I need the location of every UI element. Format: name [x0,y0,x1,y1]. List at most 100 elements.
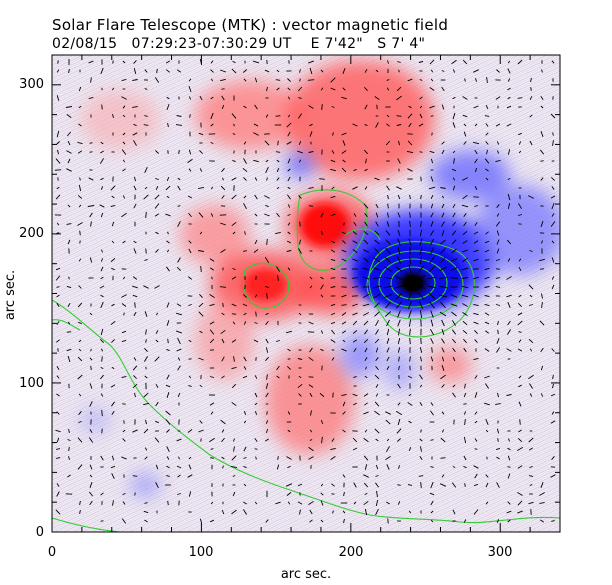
field-vector [441,319,445,327]
field-vector [176,438,182,442]
field-vector [143,510,149,514]
field-vector [154,437,160,443]
field-vector [375,438,379,442]
field-vector [166,249,170,253]
field-vector [88,177,94,181]
field-vector [209,376,215,378]
field-vector [243,465,247,469]
field-vector [133,67,137,75]
field-vector [484,295,490,297]
field-vector [463,338,467,344]
field-vector [373,257,381,263]
field-vector [176,69,182,73]
field-vector [199,518,203,524]
field-vector [430,319,434,327]
field-vector [188,339,192,343]
field-vector [529,114,533,118]
field-vector [166,302,170,308]
field-vector [409,194,411,200]
field-vector [374,311,380,317]
field-vector [297,501,303,505]
field-vector [308,187,314,189]
field-vector [232,268,236,270]
field-vector [177,474,181,478]
field-vector [486,77,488,83]
field-vector [496,213,500,217]
field-vector [496,338,500,344]
field-vector [396,428,402,434]
field-vector [89,212,93,218]
field-vector [321,230,323,236]
field-vector [166,69,170,73]
field-vector [540,365,544,371]
field-vector [364,357,368,361]
field-vector [365,366,367,370]
field-vector [351,277,359,279]
field-vector [167,500,169,506]
field-vector [243,509,247,515]
field-vector [253,159,259,163]
field-vector [508,438,510,442]
field-vector [56,186,60,190]
field-vector [550,474,556,478]
field-vector [495,96,501,100]
field-vector [484,249,490,253]
field-vector [254,438,258,442]
field-vector [177,357,181,361]
field-vector [439,294,447,298]
field-vector [495,159,501,163]
field-vector [353,348,357,352]
field-vector [484,267,490,271]
field-vector [551,213,555,217]
field-vector [144,375,148,379]
field-vector [111,366,115,370]
field-vector [177,257,181,263]
field-vector [66,168,72,172]
field-vector [287,158,291,164]
field-vector [99,204,105,208]
field-vector [474,339,478,343]
field-vector [166,96,170,100]
field-vector [331,357,335,361]
field-vector [473,509,479,515]
field-vector [166,348,170,352]
field-vector [320,212,324,218]
field-vector [341,258,347,262]
field-vector [452,112,456,120]
field-vector [342,401,346,407]
field-vector [177,337,181,345]
field-vector [67,321,71,325]
field-vector [221,509,225,515]
field-vector [319,178,325,180]
field-vector [309,67,313,75]
field-vector [364,168,368,172]
field-vector [220,249,226,253]
field-vector [178,456,180,460]
field-vector [254,501,258,505]
field-vector [99,285,105,289]
field-vector [78,285,82,289]
field-vector [363,474,369,478]
field-vector [461,285,469,289]
field-vector [541,301,543,309]
field-vector [507,519,511,523]
field-vector [417,292,425,300]
field-vector [330,258,336,262]
field-vector [265,392,269,398]
field-vector [166,429,170,433]
field-vector [441,86,445,92]
field-vector [253,123,259,127]
field-vector [143,285,149,289]
field-vector [496,141,500,145]
field-vector [176,465,182,469]
field-vector [462,320,468,326]
field-vector [396,115,402,117]
field-vector [100,301,104,309]
field-vector [407,375,413,379]
field-vector [374,410,380,416]
field-vector [495,403,501,405]
field-vector [397,212,401,218]
field-vector [100,186,104,190]
field-vector [144,519,148,523]
field-vector [244,321,246,325]
